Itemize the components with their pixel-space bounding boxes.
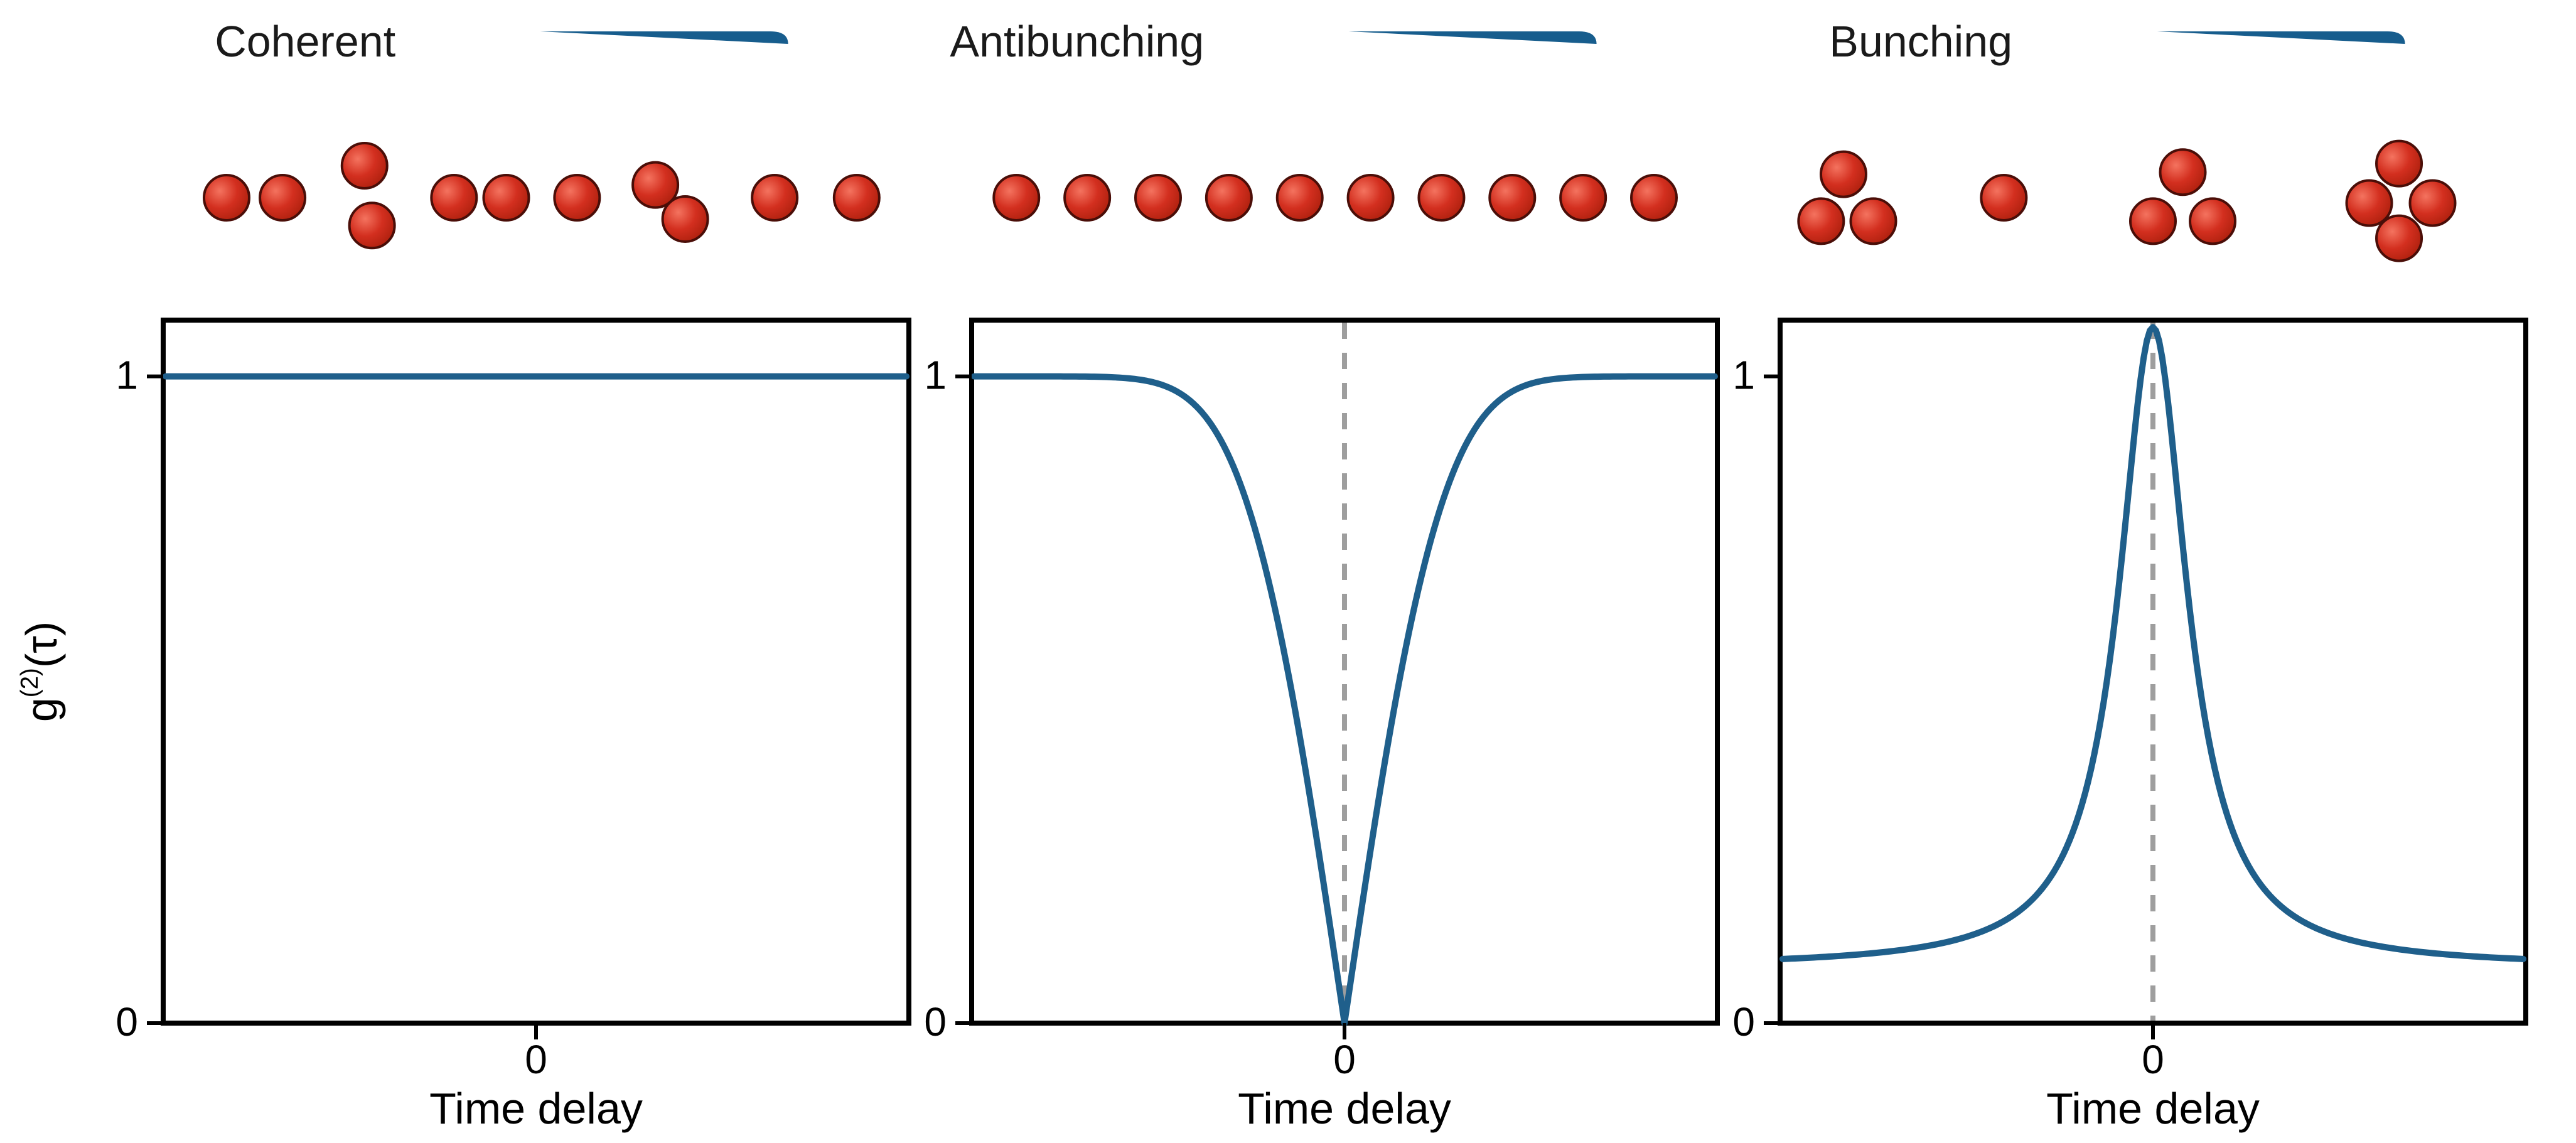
photon-dot [1348, 175, 1393, 220]
photon-dot [2130, 198, 2176, 244]
photon-dot [350, 203, 395, 248]
photon-statistics-figure: g(2)(τ)Coherentg(2)(0) = 1001Time delayA… [0, 0, 2576, 1143]
xtick-label: 0 [525, 1037, 547, 1082]
xtick-label: 0 [1333, 1037, 1356, 1082]
photon-dot [204, 175, 249, 220]
photon-dot [2376, 141, 2422, 186]
xtick-label: 0 [2142, 1037, 2164, 1082]
photon-dot [1206, 175, 1252, 220]
photon-dot [1631, 175, 1677, 220]
photon-dot [1277, 175, 1323, 220]
photon-dot [2160, 149, 2206, 195]
photon-dot [752, 175, 797, 220]
panel-title: Coherent [215, 17, 395, 66]
ytick-label: 0 [115, 999, 138, 1044]
photon-dot [1798, 198, 1843, 244]
ytick-label: 1 [1732, 353, 1755, 398]
photon-dot [1560, 175, 1606, 220]
photon-dot [1821, 152, 1866, 197]
photon-dot [260, 175, 305, 220]
x-axis-label: Time delay [429, 1084, 643, 1133]
photon-dot [2190, 198, 2235, 244]
photon-dot [1419, 175, 1464, 220]
photon-dot [1065, 175, 1110, 220]
ytick-label: 0 [1732, 999, 1755, 1044]
panel-title: Antibunching [950, 17, 1204, 66]
x-axis-label: Time delay [2046, 1084, 2260, 1133]
photon-dot [1135, 175, 1181, 220]
photon-dot [1489, 175, 1535, 220]
ytick-label: 1 [924, 353, 947, 398]
photon-dot [1981, 175, 2026, 220]
photon-dot [431, 175, 476, 220]
photon-dot [483, 175, 529, 220]
x-axis-label: Time delay [1238, 1084, 1451, 1133]
photon-dot [554, 175, 599, 220]
photon-dot [663, 196, 708, 242]
ytick-label: 0 [924, 999, 947, 1044]
photon-dot [834, 175, 879, 220]
photon-dot [994, 175, 1039, 220]
panel-title: Bunching [1829, 17, 2012, 66]
photon-dot [342, 143, 387, 188]
photon-dot [2410, 181, 2455, 226]
ytick-label: 1 [115, 353, 138, 398]
photon-dot [2347, 181, 2392, 226]
photon-dot [1851, 198, 1896, 244]
photon-dot [2376, 216, 2422, 261]
